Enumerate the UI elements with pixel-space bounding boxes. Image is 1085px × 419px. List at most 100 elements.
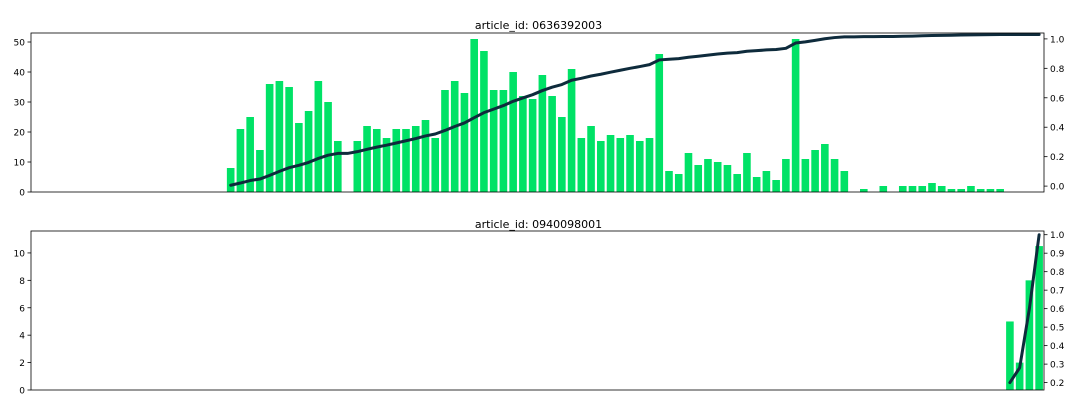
bar <box>752 177 761 192</box>
bar <box>382 138 391 192</box>
y-tick-label: 10 <box>14 249 26 259</box>
bar <box>314 81 323 192</box>
bar <box>996 189 1004 192</box>
bar <box>616 138 625 192</box>
y2-tick-label: 0.9 <box>1050 250 1065 260</box>
bar <box>976 189 985 192</box>
bar <box>304 111 313 192</box>
bar <box>928 183 936 192</box>
chart-title: article_id: 0636392003 <box>475 19 602 32</box>
bar <box>986 189 995 192</box>
bar <box>489 90 498 192</box>
bar <box>285 87 293 192</box>
bar <box>441 90 449 192</box>
y2-tick-label: 0.2 <box>1050 153 1064 163</box>
bar <box>548 96 556 192</box>
y-tick-label: 40 <box>14 69 26 79</box>
bar <box>791 39 800 192</box>
bar <box>830 159 839 192</box>
bar <box>411 126 420 192</box>
y2-tick-label: 0.4 <box>1050 124 1065 134</box>
bar <box>431 138 440 192</box>
bar <box>937 186 946 192</box>
bar <box>402 129 410 192</box>
bar <box>372 129 381 192</box>
bar <box>704 159 712 192</box>
bar <box>918 186 927 192</box>
chart-title: article_id: 0940098001 <box>475 218 602 231</box>
bar <box>509 72 517 192</box>
bar <box>898 186 907 192</box>
bar <box>450 81 459 192</box>
bar <box>967 186 975 192</box>
bar <box>421 120 430 192</box>
bar <box>655 54 664 192</box>
chart-panel-article-0940098001: article_id: 0940098001 0 2 4 6 8 10 0.2 0.3 0.4 0… <box>14 218 1065 397</box>
bar <box>665 171 673 192</box>
bar <box>353 141 362 192</box>
bar <box>577 138 586 192</box>
bar <box>1025 280 1034 390</box>
y2-tick-label: 0.2 <box>1050 379 1064 389</box>
bar <box>860 189 868 192</box>
plot-frame <box>30 32 1045 193</box>
bar <box>363 126 371 192</box>
bar <box>801 159 810 192</box>
bar <box>470 39 478 192</box>
y-tick-label: 6 <box>19 304 25 314</box>
y-tick-label: 30 <box>14 99 26 109</box>
bar <box>674 174 683 192</box>
plot-frame <box>30 230 1045 391</box>
y2-tick-label: 0.6 <box>1050 305 1065 315</box>
y2-tick-label: 1.0 <box>1050 231 1065 241</box>
y2-tick-label: 0.6 <box>1050 94 1065 104</box>
bar <box>606 135 615 192</box>
bar <box>460 93 469 192</box>
cumulative-line <box>229 32 1041 187</box>
bar <box>275 81 284 192</box>
y-tick-label: 2 <box>19 359 25 369</box>
bar <box>782 159 790 192</box>
bar <box>528 99 537 192</box>
y-tick-label: 0 <box>19 189 25 199</box>
cumulative-line <box>1008 233 1041 385</box>
bar <box>1035 246 1043 390</box>
bar <box>256 150 264 192</box>
bar <box>1006 321 1014 390</box>
bar <box>684 153 693 192</box>
bar <box>1015 362 1024 390</box>
bar <box>879 186 888 192</box>
bar <box>743 153 751 192</box>
y-tick-label: 10 <box>14 159 26 169</box>
bar <box>626 135 634 192</box>
bar <box>733 174 741 192</box>
bar <box>908 186 917 192</box>
y-tick-label: 0 <box>19 387 25 397</box>
bar <box>480 51 488 192</box>
bar <box>723 165 732 192</box>
y2-tick-label: 0.8 <box>1050 268 1065 278</box>
y2-tick-label: 0.5 <box>1050 324 1064 334</box>
chart-panel-article-0636392003: article_id: 0636392003 0 10 20 30 40 50 0.0 0.2… <box>14 19 1065 199</box>
bar <box>226 168 235 192</box>
bar <box>597 141 605 192</box>
y-tick-label: 4 <box>19 332 25 342</box>
y2-tick-label: 0.0 <box>1050 183 1065 193</box>
y-tick-label: 50 <box>14 39 26 49</box>
bar <box>772 180 780 192</box>
bar <box>762 171 771 192</box>
y2-tick-label: 0.8 <box>1050 65 1065 75</box>
y2-tick-label: 0.4 <box>1050 342 1065 352</box>
bar <box>811 150 819 192</box>
bar <box>265 84 274 192</box>
bar <box>519 96 527 192</box>
bar <box>567 69 576 192</box>
bar <box>635 141 644 192</box>
y-tick-label: 8 <box>19 277 25 287</box>
bar <box>694 165 703 192</box>
y2-tick-label: 0.7 <box>1050 287 1064 297</box>
bar <box>947 189 956 192</box>
y-tick-label: 20 <box>14 129 26 139</box>
bar <box>957 189 966 192</box>
bar <box>713 162 722 192</box>
